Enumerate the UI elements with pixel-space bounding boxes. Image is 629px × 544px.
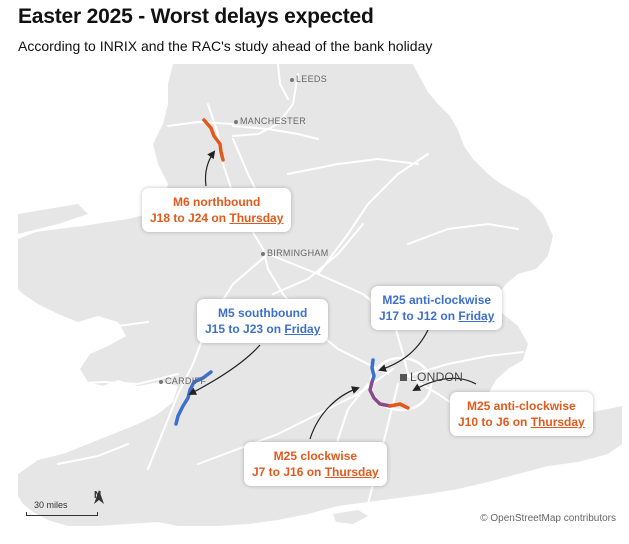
callout-day: Thursday [229, 211, 284, 225]
callout-detail: J10 to J6 on Thursday [458, 414, 585, 430]
city-name: MANCHESTER [240, 116, 307, 126]
callout-junctions: J10 to J6 on [458, 415, 531, 429]
callout-m25-anticlockwise-thursday[interactable]: M25 anti-clockwise J10 to J6 on Thursday [450, 392, 593, 436]
m25-ac-friday-arrow [378, 329, 429, 372]
callout-m5-southbound[interactable]: M5 southbound J15 to J23 on Friday [197, 299, 329, 343]
city-name: CARDIFF [165, 376, 207, 386]
callout-m25-anticlockwise-friday[interactable]: M25 anti-clockwise J17 to J12 on Friday [371, 286, 503, 330]
city-name: LONDON [410, 370, 464, 384]
m5-callout-arrow [188, 344, 261, 395]
m6-delay-segment [202, 118, 225, 162]
city-dot-icon [234, 119, 238, 124]
callout-road: M25 clockwise [273, 449, 358, 463]
callout-junctions: J17 to J12 on [379, 309, 459, 323]
city-dot-icon [159, 379, 163, 384]
land-wales-coast [18, 204, 88, 234]
m6-callout-arrow [204, 150, 216, 187]
callout-road: M25 anti-clockwise [382, 293, 492, 307]
callout-detail: J15 to J23 on Friday [205, 321, 320, 337]
callout-day: Friday [458, 309, 495, 323]
callout-junctions: J7 to J16 on [252, 465, 325, 479]
callout-detail: J17 to J12 on Friday [379, 308, 494, 324]
callout-m25-clockwise[interactable]: M25 clockwise J7 to J16 on Thursday [244, 442, 387, 486]
capital-marker-icon [400, 374, 407, 382]
land-isle-of-wight [333, 510, 368, 524]
map[interactable]: LEEDS MANCHESTER BIRMINGHAM CARDIFF LOND… [18, 64, 622, 526]
callout-junctions: J15 to J23 on [205, 322, 285, 336]
m25-ac-thursday-segment [388, 402, 410, 410]
callout-day: Friday [284, 322, 321, 336]
callout-day: Thursday [324, 465, 379, 479]
city-label-manchester: MANCHESTER [234, 116, 306, 126]
city-label-birmingham: BIRMINGHAM [261, 248, 329, 258]
m25-cw-segment [368, 380, 392, 408]
callout-detail: J18 to J24 on Thursday [150, 210, 283, 226]
north-arrow-icon [94, 490, 104, 504]
map-attribution[interactable]: © OpenStreetMap contributors [480, 513, 616, 524]
callout-road: M25 anti-clockwise [467, 399, 576, 413]
callout-junctions: J18 to J24 on [150, 211, 230, 225]
m25-cw-arrow [309, 386, 360, 440]
city-name: BIRMINGHAM [267, 248, 329, 258]
city-dot-icon [290, 77, 294, 82]
callout-road: M6 northbound [173, 195, 261, 209]
scale-bar: 30 miles [26, 499, 98, 516]
m25-ac-friday-segment [370, 358, 376, 384]
page-title: Easter 2025 - Worst delays expected [18, 5, 374, 28]
callout-m6-northbound[interactable]: M6 northbound J18 to J24 on Thursday [142, 188, 292, 232]
city-label-leeds: LEEDS [290, 74, 327, 84]
scale-label: 30 miles [34, 500, 68, 510]
callout-detail: J7 to J16 on Thursday [252, 464, 379, 480]
callout-day: Thursday [530, 415, 585, 429]
north-arrow: N [94, 490, 104, 504]
callout-road: M5 southbound [218, 306, 308, 320]
city-label-cardiff: CARDIFF [159, 376, 206, 386]
page-subtitle: According to INRIX and the RAC's study a… [18, 38, 433, 54]
city-dot-icon [261, 251, 265, 256]
m25-ac-thursday-arrow [412, 377, 477, 391]
city-name: LEEDS [296, 74, 328, 84]
city-label-london: LONDON [400, 370, 463, 384]
scale-bar-line [26, 512, 98, 516]
